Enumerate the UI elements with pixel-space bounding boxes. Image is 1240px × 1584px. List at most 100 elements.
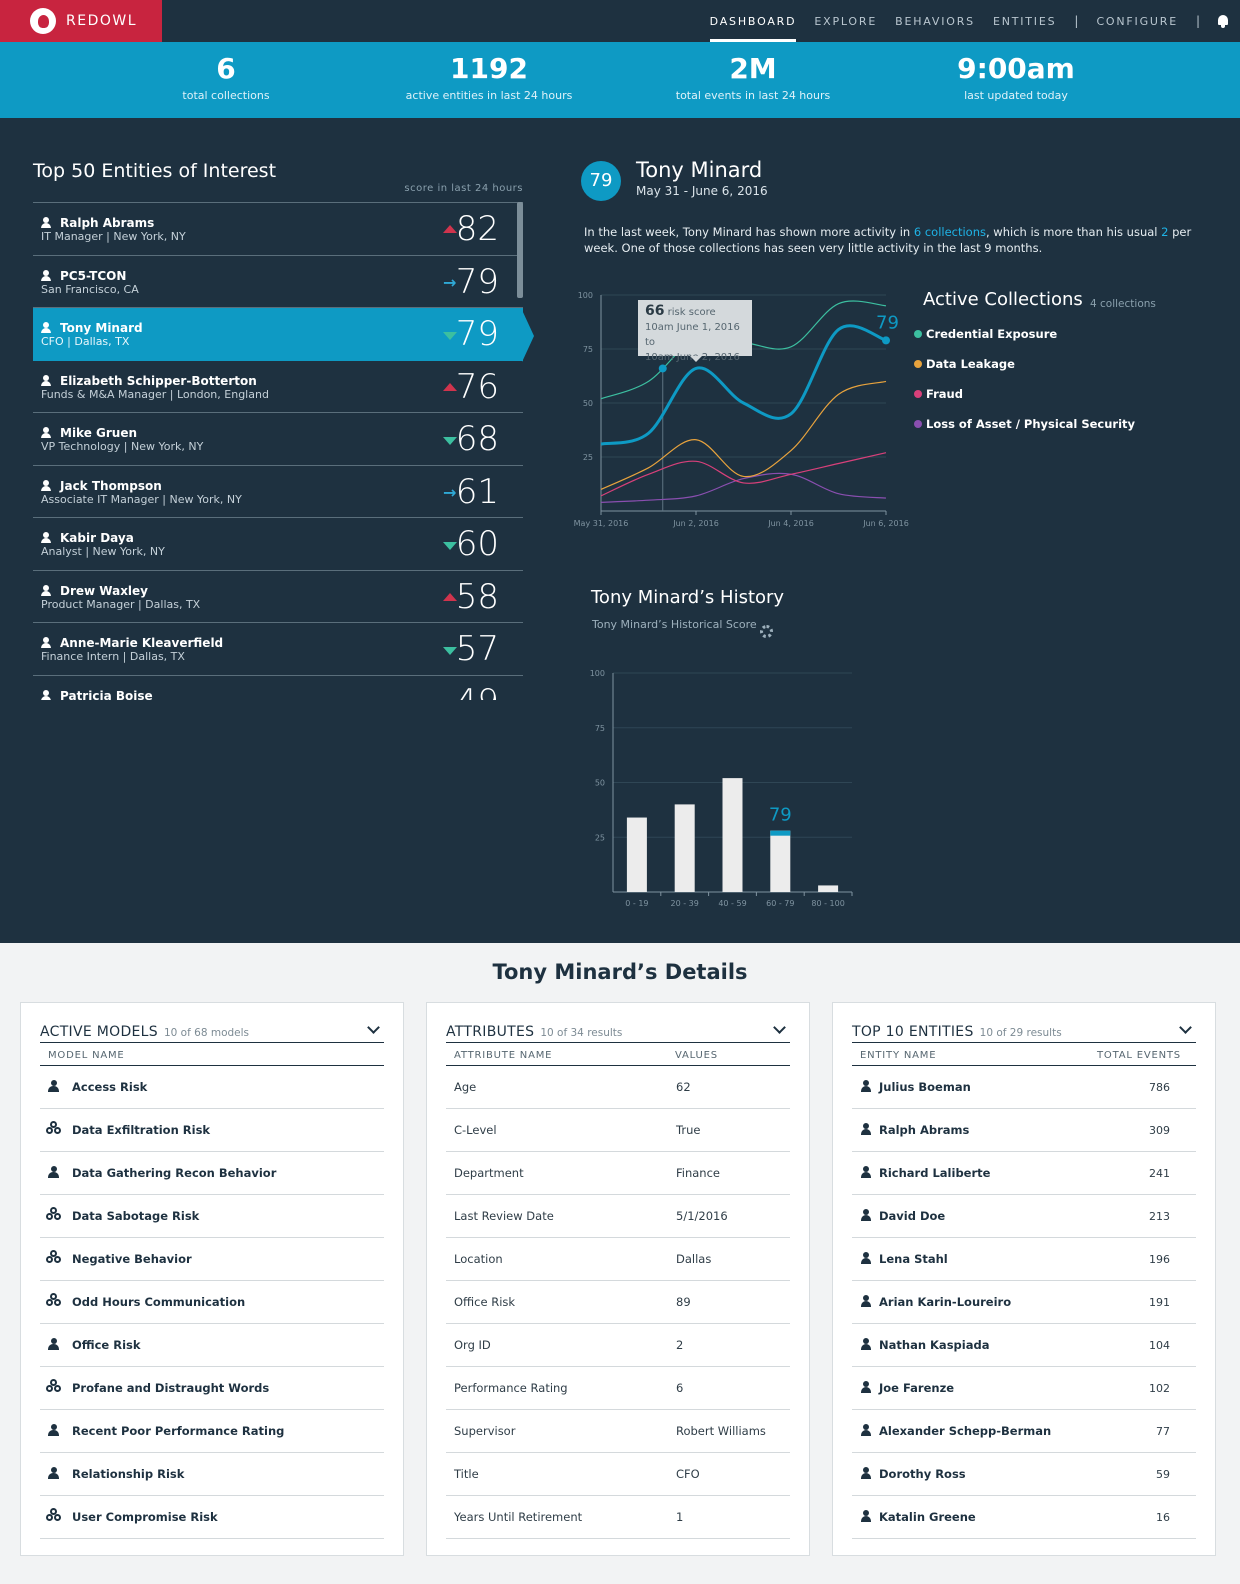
nav-explore[interactable]: EXPLORE bbox=[814, 14, 878, 28]
x-tick-label: 0 - 19 bbox=[625, 899, 648, 908]
entity-row[interactable]: Mike Gruen VP Technology | New York, NY 68 bbox=[33, 413, 523, 466]
entity-row[interactable]: PC5-TCON San Francisco, CA → 79 bbox=[33, 256, 523, 308]
entity-total-events: 309 bbox=[1149, 1124, 1170, 1137]
model-row[interactable]: Relationship Risk bbox=[40, 1453, 384, 1496]
stat-label: total collections bbox=[182, 89, 270, 102]
attribute-value: 62 bbox=[676, 1080, 691, 1094]
top-entity-row[interactable]: Richard Laliberte 241 bbox=[852, 1152, 1196, 1195]
summary-collections-link[interactable]: 6 collections bbox=[913, 225, 986, 239]
model-row[interactable]: Office Risk bbox=[40, 1324, 384, 1367]
model-name: Data Gathering Recon Behavior bbox=[72, 1166, 277, 1180]
top-entity-row[interactable]: Katalin Greene 16 bbox=[852, 1496, 1196, 1539]
entity-row[interactable]: Kabir Daya Analyst | New York, NY 60 bbox=[33, 518, 523, 571]
model-row[interactable]: Data Exfiltration Risk bbox=[40, 1109, 384, 1152]
entity-name: Elizabeth Schipper-Botterton bbox=[60, 373, 257, 388]
entity-total-events: 59 bbox=[1156, 1468, 1170, 1481]
stat-label: total events in last 24 hours bbox=[675, 89, 831, 102]
brand-logo[interactable]: REDOWL bbox=[0, 0, 162, 42]
entity-description: Finance Intern | Dallas, TX bbox=[41, 650, 185, 663]
top-entity-row[interactable]: Alexander Schepp-Berman 77 bbox=[852, 1410, 1196, 1453]
attribute-value: 1 bbox=[676, 1510, 684, 1524]
top-entities-card: TOP 10 ENTITIES 10 of 29 results ENTITY N… bbox=[832, 1002, 1216, 1556]
person-icon bbox=[861, 1467, 871, 1479]
attribute-row: Last Review Date 5/1/2016 bbox=[446, 1195, 790, 1238]
entity-row[interactable]: Tony Minard CFO | Dallas, TX 79 bbox=[33, 308, 523, 361]
entity-score: 60 bbox=[455, 524, 499, 564]
model-row[interactable]: Recent Poor Performance Rating bbox=[40, 1410, 384, 1453]
top-entity-row[interactable]: Nathan Kaspiada 104 bbox=[852, 1324, 1196, 1367]
stat-value: 2M bbox=[729, 52, 777, 85]
top-entity-row[interactable]: Lena Stahl 196 bbox=[852, 1238, 1196, 1281]
entity-name: Drew Waxley bbox=[60, 583, 149, 598]
chevron-down-icon[interactable] bbox=[1179, 1021, 1192, 1034]
legend-dot-icon bbox=[914, 360, 922, 368]
entity-score: 57 bbox=[455, 629, 499, 669]
card-count: 10 of 34 results bbox=[540, 1027, 623, 1039]
entity-row[interactable]: Elizabeth Schipper-Botterton Funds & M&A … bbox=[33, 361, 523, 413]
nav-behaviors[interactable]: BEHAVIORS bbox=[895, 14, 975, 28]
person-icon bbox=[41, 217, 51, 228]
model-row[interactable]: Access Risk bbox=[40, 1066, 384, 1109]
chevron-down-icon[interactable] bbox=[367, 1021, 380, 1034]
y-tick-label: 100 bbox=[590, 669, 605, 678]
entity-row[interactable]: Anne-Marie Kleaverfield Finance Intern | … bbox=[33, 623, 523, 676]
person-icon bbox=[861, 1166, 871, 1178]
entity-name: Patricia Boise bbox=[60, 688, 153, 701]
top-entity-row[interactable]: David Doe 213 bbox=[852, 1195, 1196, 1238]
models-list: Access Risk Data Exfiltration Risk Data Ga… bbox=[40, 1066, 384, 1539]
model-row[interactable]: Negative Behavior bbox=[40, 1238, 384, 1281]
person-icon bbox=[48, 1338, 59, 1350]
top-entity-row[interactable]: Arian Karin-Loureiro 191 bbox=[852, 1281, 1196, 1324]
entity-name: Ralph Abrams bbox=[60, 216, 155, 230]
legend-item[interactable]: Loss of Asset / Physical Security bbox=[914, 417, 1135, 431]
chevron-down-icon[interactable] bbox=[773, 1021, 786, 1034]
profile-score-badge: 79 bbox=[581, 161, 621, 201]
gear-icon[interactable] bbox=[760, 625, 773, 638]
top-entity-row[interactable]: Ralph Abrams 309 bbox=[852, 1109, 1196, 1152]
legend-item[interactable]: Credential Exposure bbox=[914, 327, 1057, 341]
stat-label: active entities in last 24 hours bbox=[405, 89, 573, 102]
divider bbox=[852, 1065, 1196, 1066]
model-row[interactable]: Odd Hours Communication bbox=[40, 1281, 384, 1324]
top-entity-row[interactable]: Julius Boeman 786 bbox=[852, 1066, 1196, 1109]
attribute-value: 89 bbox=[676, 1295, 691, 1309]
trend-down-icon bbox=[443, 699, 457, 700]
attribute-name: Office Risk bbox=[454, 1295, 516, 1309]
entity-row[interactable]: Drew Waxley Product Manager | Dallas, TX 5… bbox=[33, 571, 523, 623]
entity-score: 79 bbox=[455, 261, 499, 302]
entity-row[interactable]: Patricia Boise 49 bbox=[33, 676, 523, 701]
entity-row[interactable]: Jack Thompson Associate IT Manager | New … bbox=[33, 466, 523, 518]
attribute-name: Department bbox=[454, 1166, 524, 1180]
top-entity-row[interactable]: Joe Farenze 102 bbox=[852, 1367, 1196, 1410]
attribute-name: Location bbox=[454, 1252, 503, 1266]
legend-item[interactable]: Data Leakage bbox=[914, 357, 1015, 371]
nav-configure[interactable]: CONFIGURE bbox=[1096, 14, 1178, 28]
bell-icon[interactable] bbox=[1216, 14, 1230, 28]
model-row[interactable]: Profane and Distraught Words bbox=[40, 1367, 384, 1410]
trend-up-icon bbox=[443, 382, 457, 391]
nav-dashboard[interactable]: DASHBOARD bbox=[709, 0, 797, 42]
entity-total-events: 213 bbox=[1149, 1210, 1170, 1223]
nav-entities[interactable]: ENTITIES bbox=[992, 14, 1057, 28]
entities-scrollbar[interactable] bbox=[517, 202, 523, 298]
person-icon bbox=[41, 479, 51, 491]
entity-score: 68 bbox=[455, 419, 499, 459]
nav-menu: DASHBOARD EXPLORE BEHAVIORS ENTITIES | C… bbox=[692, 0, 1230, 42]
entity-row[interactable]: Ralph Abrams IT Manager | New York, NY 82 bbox=[33, 203, 523, 256]
entity-name: Lena Stahl bbox=[879, 1252, 948, 1266]
model-row[interactable]: User Compromise Risk bbox=[40, 1496, 384, 1539]
entities-subtitle: score in last 24 hours bbox=[404, 183, 523, 194]
entity-score: 58 bbox=[455, 576, 499, 617]
bar bbox=[818, 885, 839, 892]
model-row[interactable]: Data Gathering Recon Behavior bbox=[40, 1152, 384, 1195]
attributes-card: ATTRIBUTES 10 of 34 results ATTRIBUTE NAM… bbox=[426, 1002, 810, 1556]
model-name: Relationship Risk bbox=[72, 1467, 185, 1481]
y-tick-label: 25 bbox=[583, 453, 593, 462]
trend-down-icon bbox=[443, 332, 457, 340]
model-row[interactable]: Data Sabotage Risk bbox=[40, 1195, 384, 1238]
legend-item[interactable]: Fraud bbox=[914, 387, 963, 401]
entity-description: VP Technology | New York, NY bbox=[41, 440, 204, 453]
top-entity-row[interactable]: Dorothy Ross 59 bbox=[852, 1453, 1196, 1496]
entities-list[interactable]: Ralph Abrams IT Manager | New York, NY 82 P… bbox=[33, 202, 523, 700]
group-icon bbox=[46, 1250, 62, 1264]
